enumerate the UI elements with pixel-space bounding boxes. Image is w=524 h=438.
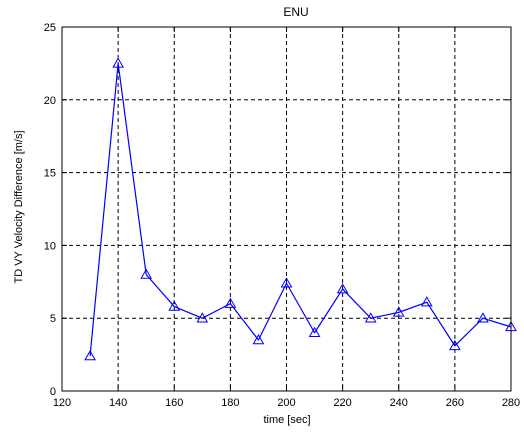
x-tick-label: 140 xyxy=(109,397,127,409)
y-axis-title: TD VY Velocity Difference [m/s] xyxy=(13,130,25,283)
data-point-marker xyxy=(196,312,209,323)
data-point-marker xyxy=(112,57,124,68)
series-line xyxy=(89,62,512,357)
chart-title: ENU xyxy=(283,5,308,19)
x-tick-label: 120 xyxy=(53,397,71,409)
x-tick-label: 260 xyxy=(446,397,464,409)
y-tick-label: 10 xyxy=(44,240,56,252)
x-tick-label: 180 xyxy=(221,397,239,409)
grid-lines xyxy=(62,27,511,391)
x-tick-label: 200 xyxy=(277,397,295,409)
y-tick-label: 20 xyxy=(44,95,56,107)
data-point-marker xyxy=(449,339,461,351)
x-tick-label: 280 xyxy=(502,397,520,409)
y-tick-label: 25 xyxy=(44,22,56,34)
x-axis-title: time [sec] xyxy=(263,414,310,426)
data-point-marker xyxy=(336,283,349,294)
data-point-marker xyxy=(308,326,321,338)
data-point-marker xyxy=(364,312,377,323)
x-tick-label: 220 xyxy=(333,397,351,409)
data-point-marker xyxy=(224,297,237,308)
y-axis-ticks: 0 5 10 15 20 25 xyxy=(44,22,511,398)
data-point-marker xyxy=(84,350,96,361)
data-point-marker xyxy=(420,296,433,307)
x-axis-ticks: 120 140 160 180 200 220 240 260 280 xyxy=(53,27,520,409)
y-tick-label: 5 xyxy=(50,313,56,325)
data-point-marker xyxy=(168,300,181,311)
data-point-marker xyxy=(477,312,489,323)
x-tick-label: 160 xyxy=(165,397,183,409)
y-tick-label: 0 xyxy=(50,386,56,398)
x-tick-label: 240 xyxy=(390,397,408,409)
data-point-marker xyxy=(280,277,293,288)
series-layer xyxy=(84,57,517,361)
data-point-marker xyxy=(140,268,153,279)
data-point-marker xyxy=(252,334,265,345)
data-point-marker xyxy=(392,306,405,317)
y-tick-label: 15 xyxy=(44,168,56,180)
